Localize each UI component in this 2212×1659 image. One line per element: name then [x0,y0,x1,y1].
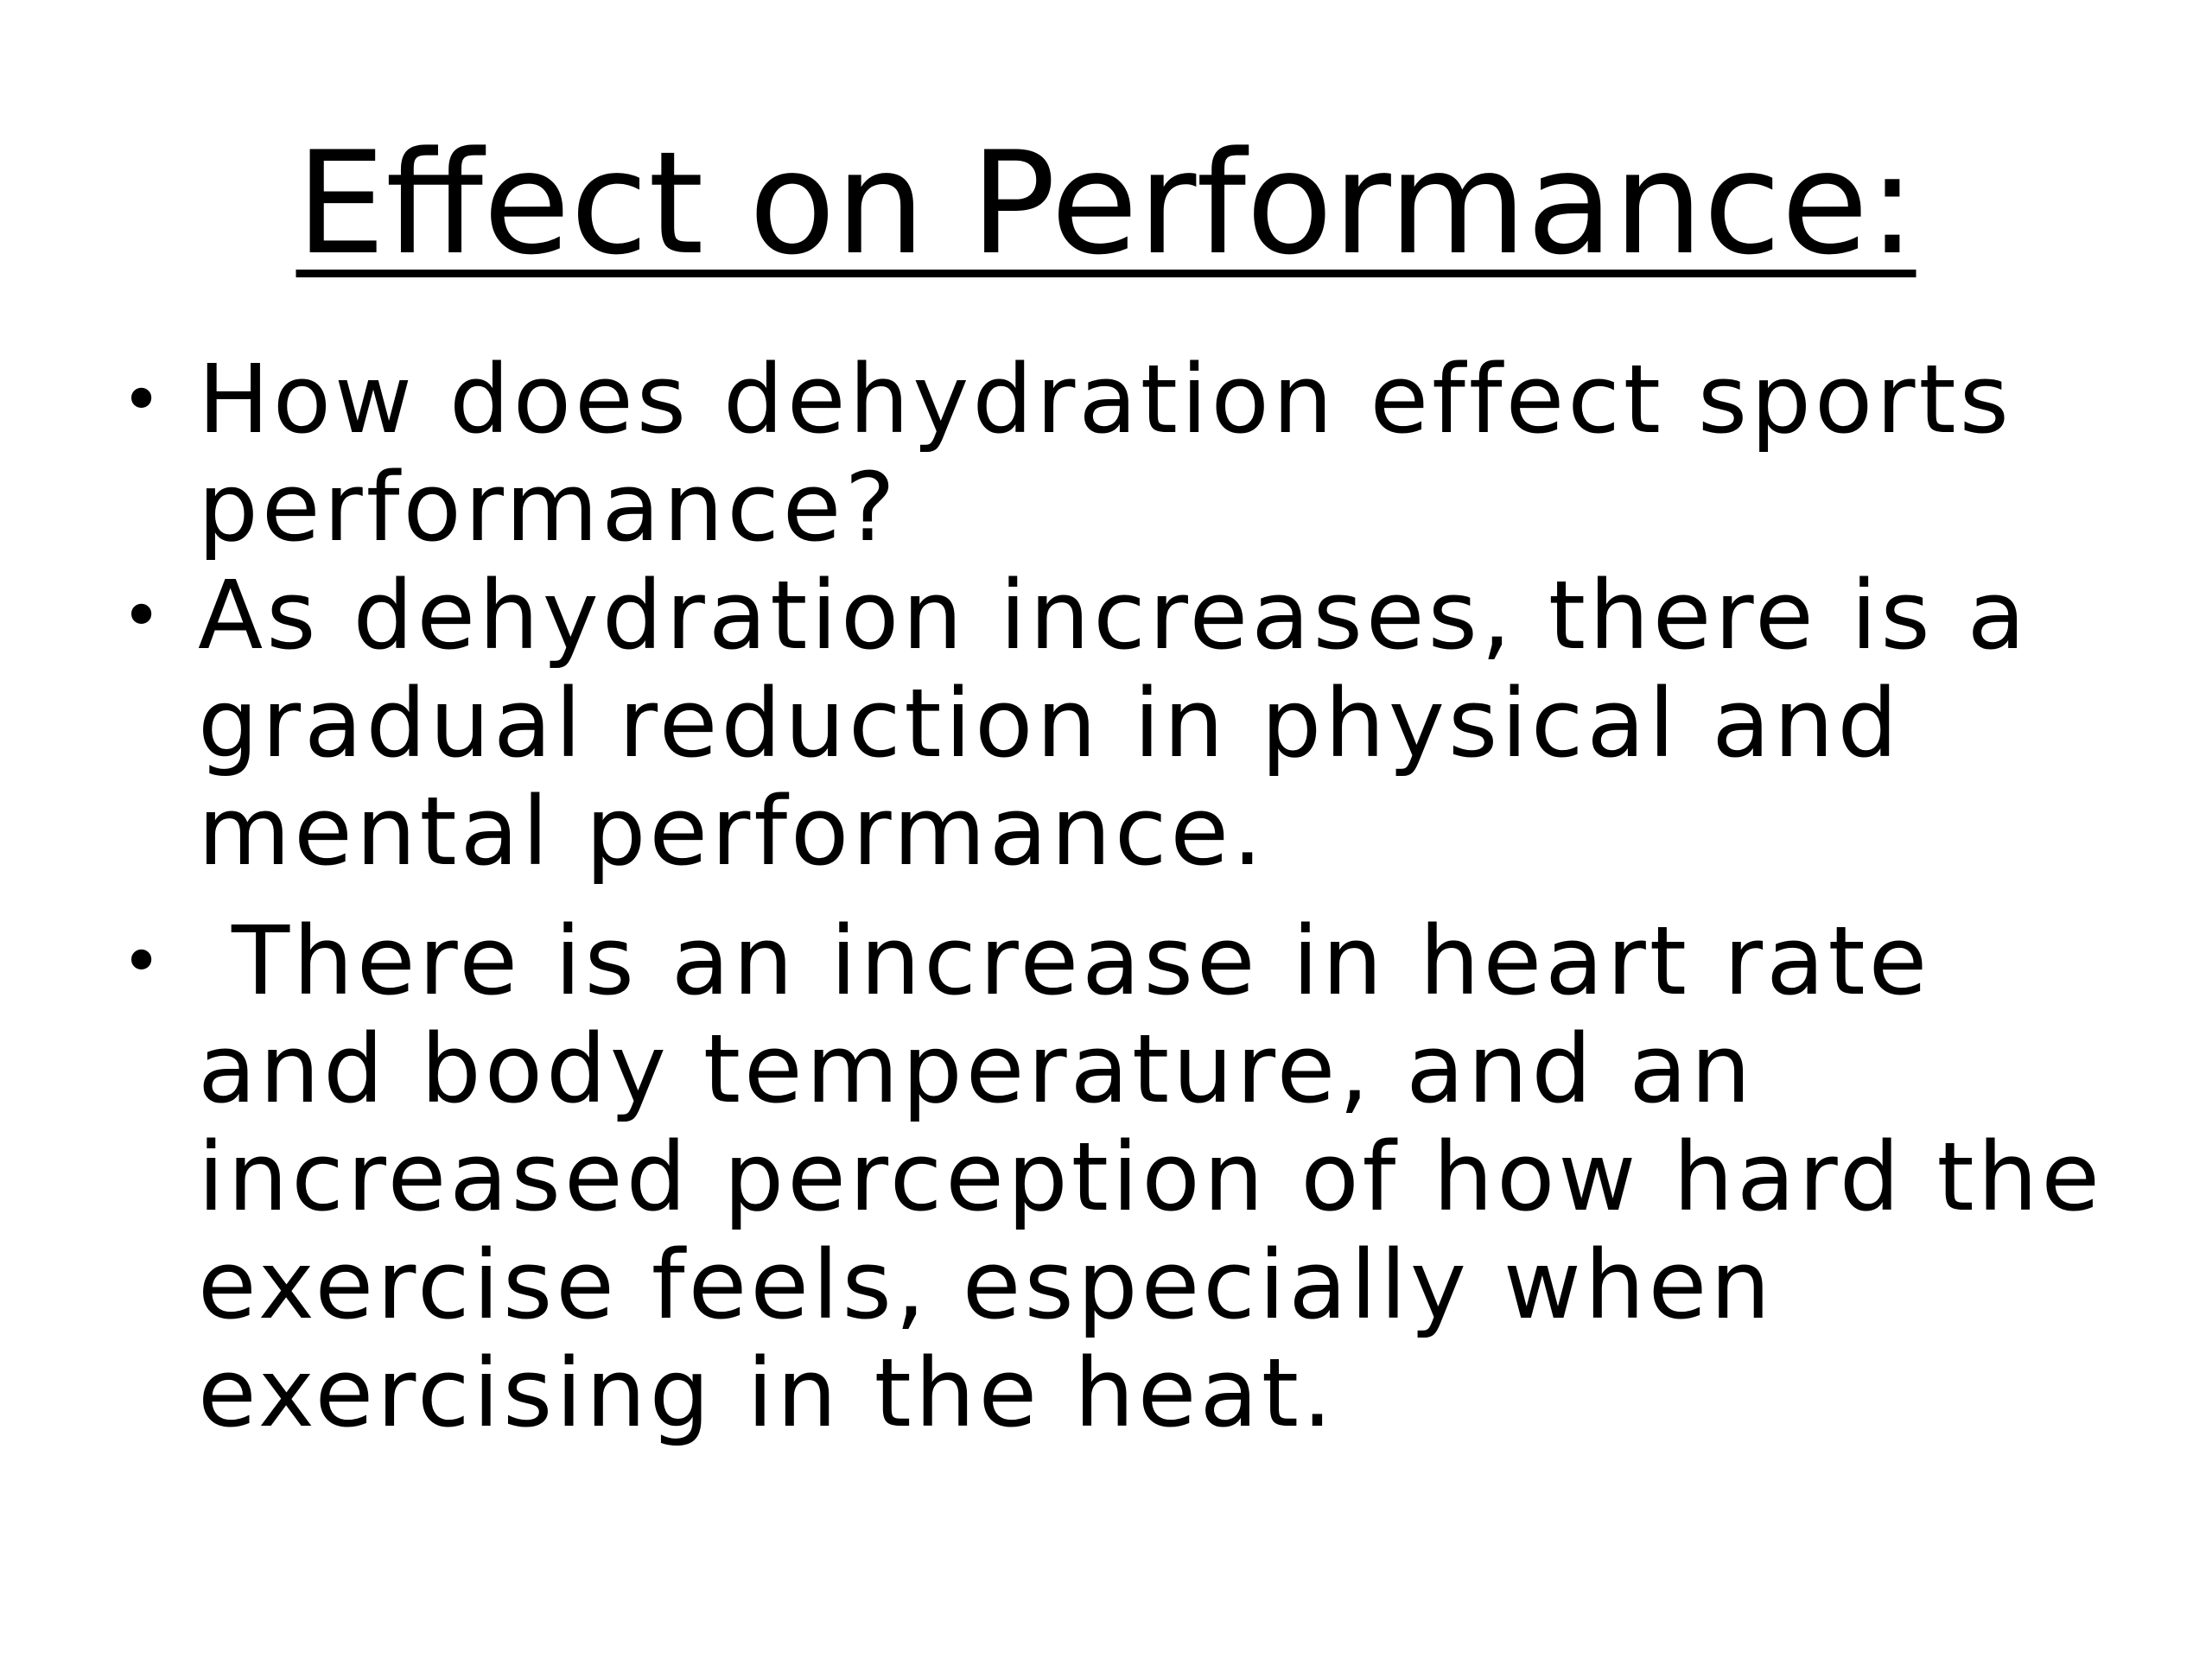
bullet-list: • How does dehydration effect sports per… [121,346,2143,1447]
bullet-text: As dehydration increases, there is a gra… [198,560,2030,887]
bullet-text: There is an increase in heart rate and b… [198,906,2138,1448]
slide-title-text: Effect on Performance: [296,121,1916,286]
bullet-item: • There is an increase in heart rate and… [121,907,2143,1447]
bullet-item: • How does dehydration effect sports per… [121,346,2143,562]
bullet-dot-icon: • [121,359,166,440]
slide-title: Effect on Performance: [0,129,2212,278]
bullet-item: • As dehydration increases, there is a g… [121,562,2143,886]
bullet-dot-icon: • [121,921,166,1001]
bullet-dot-icon: • [121,575,166,656]
bullet-text: How does dehydration effect sports perfo… [198,344,2012,563]
